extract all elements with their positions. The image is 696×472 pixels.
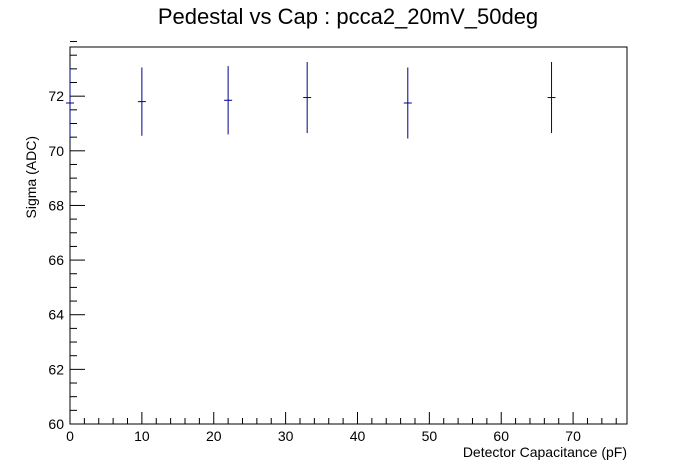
y-tick-label: 60 — [48, 416, 64, 432]
y-tick-label: 64 — [48, 307, 64, 323]
x-tick-label: 30 — [278, 428, 294, 444]
y-tick-label: 66 — [48, 252, 64, 268]
axis-ticks: 0 10 20 30 40 50 60 70 60 62 64 66 68 70 72 — [48, 41, 617, 444]
y-tick-label: 68 — [48, 197, 64, 213]
y-tick-label: 72 — [48, 88, 64, 104]
x-tick-label: 40 — [350, 428, 366, 444]
data-points — [66, 62, 556, 139]
data-point — [403, 67, 412, 139]
x-axis-label: Detector Capacitance (pF) — [463, 444, 627, 460]
y-tick-label: 62 — [48, 361, 64, 377]
x-tick-label: 50 — [422, 428, 438, 444]
chart-title: Pedestal vs Cap : pcca2_20mV_50deg — [158, 4, 538, 29]
data-point — [303, 62, 312, 134]
data-point — [224, 66, 233, 135]
x-tick-label: 20 — [206, 428, 222, 444]
x-tick-label: 10 — [134, 428, 150, 444]
y-tick-label: 70 — [48, 143, 64, 159]
plot-frame — [69, 46, 628, 425]
data-point — [137, 67, 146, 136]
x-tick-label: 60 — [493, 428, 509, 444]
x-tick-label: 70 — [565, 428, 581, 444]
data-point — [66, 67, 74, 139]
y-axis-label: Sigma (ADC) — [23, 136, 39, 218]
x-tick-label: 0 — [66, 428, 74, 444]
data-point — [547, 62, 556, 134]
